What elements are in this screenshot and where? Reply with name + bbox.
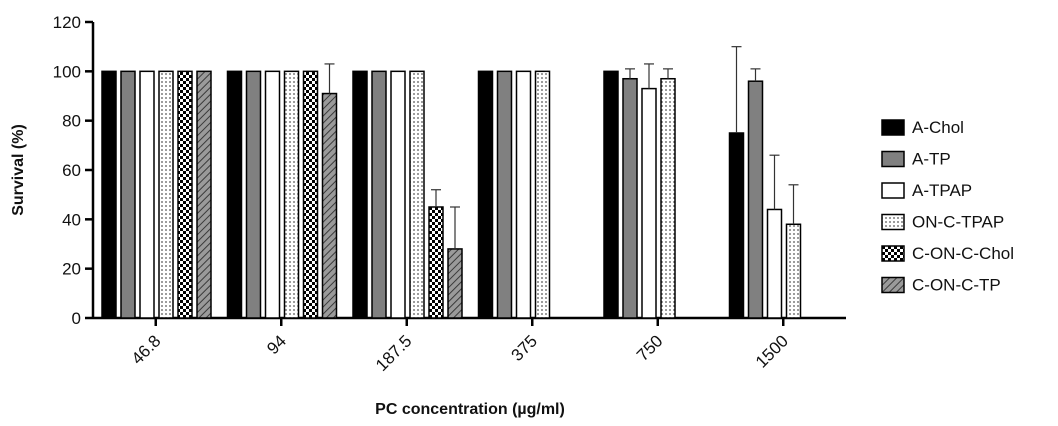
legend: A-Chol A-TP A-TPAP ON-C-TPAP C-ON-C-Chol C-ON… [881,118,1014,295]
bar [302,70,319,319]
legend-label: C-ON-C-Chol [912,244,1014,263]
y-axis-title: Survival (%) [10,124,27,216]
bar [101,70,117,319]
bar [177,70,193,319]
bar [622,77,638,319]
bars [101,70,802,319]
bar [477,70,494,319]
x-ticks: 46.8 94 187.5 375 750 1500 [128,318,792,375]
bar [245,70,262,319]
bar [352,70,368,319]
y-tick-label: 80 [62,112,81,131]
legend-label: ON-C-TPAP [912,213,1004,232]
bar [515,70,532,319]
bar [534,70,551,319]
error-bars [324,46,799,249]
legend-label: A-TP [912,150,951,169]
legend-label: C-ON-C-TP [912,276,1001,295]
y-tick-label: 20 [62,260,81,279]
x-axis-title: PC concentration (µg/ml) [375,401,565,418]
bar [409,70,425,319]
x-tick-label: 1500 [752,331,792,371]
bar [641,87,657,319]
legend-label: A-TPAP [912,181,972,200]
y-tick-label: 100 [53,62,81,81]
bar [321,92,338,319]
bar [447,248,463,319]
bar [660,77,676,319]
y-tick-label: 60 [62,161,81,180]
bar [603,70,619,319]
legend-swatch [881,182,905,199]
bar [139,70,155,319]
bar [196,70,212,319]
bar [747,80,764,319]
x-tick-label: 375 [508,331,541,364]
bar [390,70,406,319]
legend-swatch [881,245,905,262]
bar [371,70,387,319]
legend-swatch [881,276,905,294]
legend-swatch [881,150,905,168]
bar [496,70,513,319]
x-tick-label: 46.8 [128,331,165,368]
bar [158,70,174,319]
bar [428,206,444,319]
bar [226,70,243,319]
y-tick-label: 120 [53,13,81,32]
bar [264,70,281,319]
legend-swatch [881,119,905,136]
bar [785,223,802,319]
x-tick-label: 94 [263,331,290,358]
x-tick-label: 187.5 [372,331,416,375]
y-ticks: 0 20 40 60 80 100 120 [53,13,93,328]
bar [766,208,783,319]
bar [728,132,745,319]
bar [120,70,136,319]
legend-swatch [881,213,905,231]
x-tick-label: 750 [633,331,666,364]
y-tick-label: 40 [62,210,81,229]
legend-label: A-Chol [912,118,964,137]
bar [283,70,300,319]
y-tick-label: 0 [72,309,81,328]
